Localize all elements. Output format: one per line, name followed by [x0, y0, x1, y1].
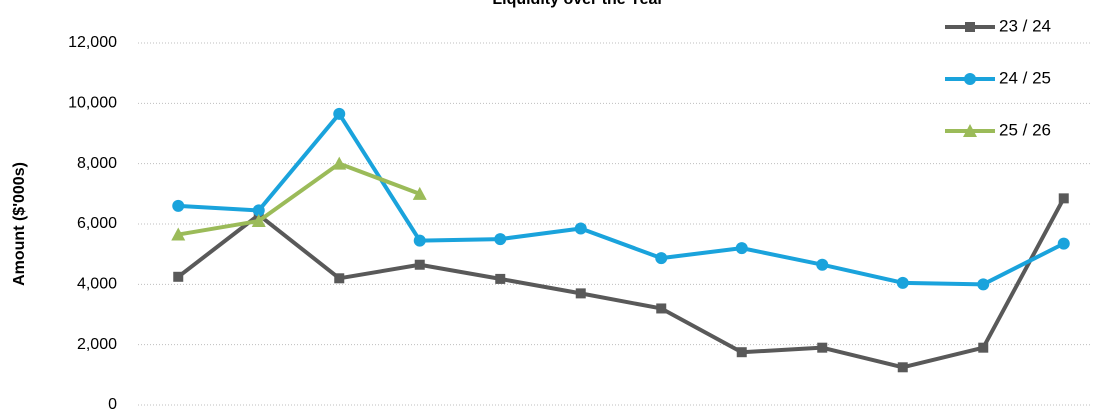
y-tick-label: 2,000 — [77, 336, 117, 353]
data-point — [495, 273, 506, 284]
data-point — [978, 342, 989, 353]
data-point — [896, 276, 909, 289]
data-point — [1057, 237, 1070, 250]
data-point — [897, 362, 908, 373]
y-axis-title: Amount ($'000s) — [11, 162, 28, 286]
y-tick-label: 0 — [108, 396, 117, 410]
data-point — [816, 258, 829, 271]
data-point — [251, 213, 266, 227]
data-point — [977, 278, 990, 291]
data-point — [414, 259, 425, 270]
data-point — [1058, 193, 1069, 204]
data-point — [735, 242, 748, 255]
data-point — [656, 303, 667, 314]
data-point — [817, 342, 828, 353]
series-line — [178, 111, 1065, 287]
data-point — [413, 234, 426, 247]
data-point — [412, 186, 427, 200]
y-tick-label: 6,000 — [77, 215, 117, 232]
legend-label: 25 / 26 — [999, 120, 1051, 139]
data-point — [655, 252, 668, 265]
data-point — [171, 227, 186, 241]
y-tick-label: 10,000 — [68, 95, 117, 112]
data-point — [334, 273, 345, 284]
legend-marker — [963, 124, 977, 137]
data-point — [172, 199, 185, 212]
series-line — [177, 161, 421, 237]
legend-marker — [965, 22, 975, 32]
data-point — [252, 204, 265, 217]
series-line — [177, 197, 1066, 370]
data-point — [575, 288, 586, 299]
data-point — [173, 271, 184, 282]
legend-label: 24 / 25 — [999, 68, 1051, 87]
y-tick-label: 8,000 — [77, 155, 117, 172]
data-point — [574, 222, 587, 235]
legend-marker — [964, 73, 976, 85]
chart-title: Liquidity over the Year — [492, 0, 663, 8]
data-point — [332, 156, 347, 170]
y-tick-label: 12,000 — [68, 34, 117, 51]
data-point — [494, 233, 507, 246]
data-point — [736, 347, 747, 358]
legend-label: 23 / 24 — [999, 16, 1051, 35]
data-point — [333, 107, 346, 120]
y-tick-label: 4,000 — [77, 276, 117, 293]
